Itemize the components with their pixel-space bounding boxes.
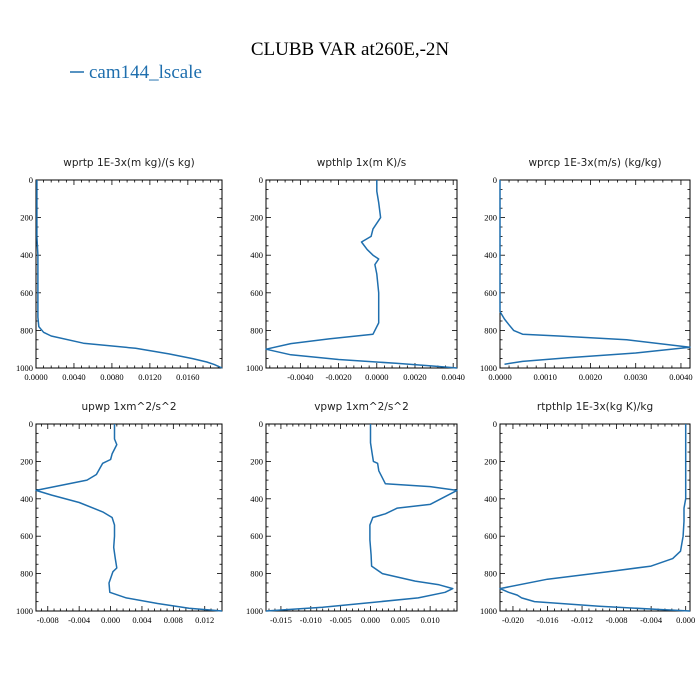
y-tick-label: 600 [250, 531, 263, 541]
x-tick-label: 0.000 [101, 615, 120, 625]
panel-title: vpwp 1xm^2/s^2 [314, 401, 409, 413]
y-tick-label: 0 [259, 175, 263, 185]
x-tick-label: -0.004 [640, 615, 663, 625]
x-tick-label: 0.0000 [488, 372, 511, 382]
y-tick-label: 800 [250, 569, 263, 579]
y-tick-label: 200 [250, 456, 263, 466]
y-tick-label: 800 [20, 325, 33, 335]
x-tick-label: -0.004 [68, 615, 91, 625]
y-tick-label: 800 [20, 569, 33, 579]
chart-panel-4: upwp 1xm^2/s^2 0 200 400 600 800 1000 -0.008 -0.… [16, 401, 223, 625]
series-line-cam144_lscale [35, 424, 223, 612]
figure-title: CLUBB VAR at260E,-2N [251, 39, 450, 60]
y-tick-label: 600 [484, 531, 497, 541]
plot-frame [265, 179, 458, 369]
x-tick-label: 0.010 [421, 615, 440, 625]
y-tick-label: 600 [250, 288, 263, 298]
x-tick-label: 0.0120 [138, 372, 161, 382]
y-tick-label: 800 [484, 569, 497, 579]
chart-panel-3: wprcp 1E-3x(m/s) (kg/kg) 0 200 400 600 800 100… [480, 157, 693, 382]
x-tick-label: 0.004 [132, 615, 152, 625]
x-tick-label: 0.0020 [579, 372, 602, 382]
y-tick-label: 200 [250, 213, 263, 223]
panel-grid: wprtp 1E-3x(m kg)/(s kg) 0 200 400 600 800 100… [16, 157, 695, 625]
series-line-cam144_lscale [265, 424, 458, 612]
y-tick-label: 600 [20, 531, 33, 541]
panel-title: upwp 1xm^2/s^2 [82, 401, 177, 413]
plot-frame [499, 179, 691, 369]
x-tick-label: 0.000 [361, 615, 380, 625]
x-tick-label: -0.012 [571, 615, 593, 625]
panel-title: wprcp 1E-3x(m/s) (kg/kg) [528, 157, 661, 169]
chart-panel-5: vpwp 1xm^2/s^2 0 200 400 600 800 1000 -0.015 -0.… [246, 401, 458, 625]
x-tick-label: 0.0080 [100, 372, 123, 382]
y-tick-label: 600 [484, 288, 497, 298]
y-tick-label: 200 [20, 213, 33, 223]
x-tick-label: 0.0160 [176, 372, 199, 382]
y-tick-label: 800 [250, 325, 263, 335]
x-tick-label: 0.000 [676, 615, 695, 625]
panel-title: wpthlp 1x(m K)/s [317, 157, 407, 169]
y-tick-label: 800 [484, 325, 497, 335]
x-tick-label: 0.0010 [534, 372, 557, 382]
y-tick-label: 1000 [246, 606, 263, 616]
x-tick-label: -0.010 [300, 615, 322, 625]
legend-label: cam144_lscale [89, 62, 202, 83]
x-tick-label: 0.0040 [62, 372, 85, 382]
x-tick-label: -0.0040 [287, 372, 313, 382]
y-tick-label: 400 [250, 250, 263, 260]
y-tick-label: 400 [484, 250, 497, 260]
x-tick-label: 0.0030 [624, 372, 647, 382]
panel-title: wprtp 1E-3x(m kg)/(s kg) [63, 157, 194, 169]
y-tick-label: 1000 [480, 606, 497, 616]
x-tick-label: -0.0020 [325, 372, 351, 382]
y-tick-label: 400 [20, 250, 33, 260]
y-tick-label: 0 [29, 419, 33, 429]
y-tick-label: 1000 [16, 606, 33, 616]
series-line-cam144_lscale [265, 180, 458, 369]
y-tick-label: 400 [484, 494, 497, 504]
y-tick-label: 200 [484, 456, 497, 466]
x-tick-label: -0.015 [270, 615, 292, 625]
series-line-cam144_lscale [499, 424, 691, 612]
x-tick-label: -0.008 [606, 615, 628, 625]
y-tick-label: 1000 [246, 363, 263, 373]
x-tick-label: -0.020 [502, 615, 524, 625]
y-tick-label: 0 [29, 175, 33, 185]
y-tick-label: 600 [20, 288, 33, 298]
chart-panel-1: wprtp 1E-3x(m kg)/(s kg) 0 200 400 600 800 100… [16, 157, 223, 382]
y-tick-label: 0 [259, 419, 263, 429]
series-line-cam144_lscale [36, 180, 223, 369]
y-tick-label: 200 [484, 213, 497, 223]
plot-frame [35, 423, 223, 612]
y-tick-label: 400 [20, 494, 33, 504]
x-tick-label: -0.008 [37, 615, 59, 625]
y-tick-label: 0 [493, 419, 497, 429]
y-tick-label: 1000 [480, 363, 497, 373]
x-tick-label: 0.005 [391, 615, 410, 625]
plot-frame [35, 179, 223, 369]
x-tick-label: 0.008 [164, 615, 183, 625]
y-tick-label: 400 [250, 494, 263, 504]
series-line-cam144_lscale [499, 180, 691, 365]
x-tick-label: 0.0040 [441, 372, 464, 382]
x-tick-label: -0.016 [537, 615, 559, 625]
x-tick-label: 0.0020 [403, 372, 426, 382]
chart-panel-2: wpthlp 1x(m K)/s 0 200 400 600 800 1000 -0.0040… [246, 157, 465, 382]
y-tick-label: 1000 [16, 363, 33, 373]
x-tick-label: 0.012 [195, 615, 214, 625]
x-tick-label: -0.005 [330, 615, 352, 625]
chart-panel-6: rtpthlp 1E-3x(kg K)/kg02004006008001000-… [480, 401, 695, 625]
x-tick-label: 0.0000 [365, 372, 388, 382]
panel-title: rtpthlp 1E-3x(kg K)/kg [537, 401, 653, 413]
x-tick-label: 0.0000 [24, 372, 47, 382]
y-tick-label: 200 [20, 456, 33, 466]
x-tick-label: 0.0040 [669, 372, 692, 382]
y-tick-label: 0 [493, 175, 497, 185]
